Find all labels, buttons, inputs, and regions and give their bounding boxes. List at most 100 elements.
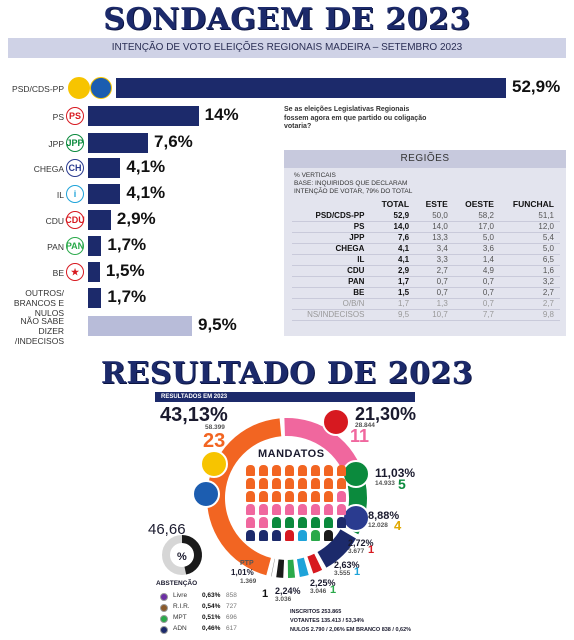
seat-person-icon <box>259 517 268 528</box>
poll-value-label: 14% <box>204 105 239 124</box>
table-row: PS 14,0 14,0 17,0 12,0 <box>292 221 560 233</box>
table-cell: 17,0 <box>453 221 500 233</box>
table-cell: 50,0 <box>415 210 454 222</box>
regions-note-2: BASE: INQUIRIDOS QUE DECLARAM <box>294 180 408 187</box>
poll-value-label: 2,9% <box>116 209 156 228</box>
poll-bar <box>88 210 111 230</box>
party-logo-icon: CDU <box>65 211 85 229</box>
party-logo-icon <box>160 626 168 634</box>
table-row: NS/INDECISOS 9,5 10,7 7,7 9,8 <box>292 309 560 321</box>
poll-label: IL <box>56 190 64 200</box>
ps-votes: 28.844 <box>355 422 375 429</box>
party-logo-icon <box>160 604 168 612</box>
table-cell: 4,1 <box>370 243 416 255</box>
votantes: VOTANTES 135.413 / 53,34% <box>290 618 365 624</box>
regions-table: TOTAL ESTE OESTE FUNCHAL PSD/CDS-PP 52,9 5… <box>292 198 560 321</box>
party-logo-icon: ★ <box>66 263 84 281</box>
table-cell: 0,7 <box>453 276 500 288</box>
col-total: TOTAL <box>381 199 410 209</box>
poll-bar <box>88 184 121 204</box>
table-cell: 3,2 <box>499 276 560 288</box>
seat-person-icon <box>259 530 268 541</box>
seat-person-icon <box>311 465 320 476</box>
table-cell: 58,2 <box>453 210 500 222</box>
seat-person-icon <box>246 491 255 502</box>
table-cell: 7,7 <box>453 309 500 321</box>
party-logo-icon: PAN <box>66 237 84 255</box>
table-cell: 4,9 <box>453 265 500 277</box>
table-cell-party: PAN <box>292 276 371 288</box>
donut-slice <box>270 558 275 577</box>
table-row: BE 1,5 0,7 0,7 2,7 <box>292 287 560 299</box>
mandatos-title: MANDATOS <box>258 448 325 460</box>
table-cell: 2,7 <box>499 287 560 299</box>
seat-person-icon <box>337 491 346 502</box>
seat-person-icon <box>311 478 320 489</box>
table-cell: 1,3 <box>415 298 454 310</box>
cdu-pct: 2,72% <box>348 538 374 548</box>
poll-label: PAN <box>47 242 64 252</box>
ps-pct: 21,30% <box>355 404 417 424</box>
seat-person-icon <box>272 530 281 541</box>
poll-bar <box>116 78 506 98</box>
seat-person-icon <box>298 465 307 476</box>
table-cell: 2,9 <box>370 265 416 277</box>
table-cell: 4,1 <box>370 254 416 266</box>
table-cell-party: CHEGA <box>292 243 371 255</box>
minor-party-pct: 0,46% <box>202 625 221 632</box>
seat-person-icon <box>285 491 294 502</box>
chega-votes: 12.028 <box>368 522 388 529</box>
seat-person-icon <box>285 530 294 541</box>
seat-person-icon <box>324 465 333 476</box>
jpp-seats: 5 <box>398 476 406 492</box>
poll-label: CHEGA <box>33 164 64 174</box>
seat-person-icon <box>324 504 333 515</box>
poll-question-note: Se as eleições Legislativas Regionais fo… <box>284 106 427 130</box>
il-seats: 1 <box>354 566 361 578</box>
poll-value-label: 52,9% <box>512 77 561 96</box>
party-logo-icon <box>160 615 168 623</box>
table-cell: 9,8 <box>499 309 560 321</box>
poll-bar <box>88 236 102 256</box>
poll-label: OUTROS/ BRANCOS E NULOS <box>13 288 64 318</box>
seat-person-icon <box>298 517 307 528</box>
table-cell: 5,0 <box>453 232 500 244</box>
party-logo-icon: CH <box>66 159 84 177</box>
minor-party-name: MPT <box>173 614 187 621</box>
donut-slice <box>276 559 285 578</box>
table-row: CDU 2,9 2,7 4,9 1,6 <box>292 265 560 277</box>
table-cell: 9,5 <box>370 309 416 321</box>
poll-subtitle: INTENÇÃO DE VOTO ELEIÇÕES REGIONAIS MADE… <box>8 38 566 58</box>
resultado-title: RESULTADO DE 2023 <box>100 356 474 391</box>
seat-person-icon <box>298 504 307 515</box>
poll-value-label: 7,6% <box>154 132 193 151</box>
poll-bar <box>88 316 192 336</box>
poll-label: NÃO SABE DIZER /INDECISOS <box>14 316 64 346</box>
col-oeste: OESTE <box>465 199 494 209</box>
party-logo-icon: i <box>66 185 84 203</box>
donut-slice <box>296 557 309 577</box>
poll-label: PS <box>52 112 64 122</box>
poll-label: CDU <box>45 216 64 226</box>
poll-value-label: 1,7% <box>107 235 147 254</box>
table-cell: 3,4 <box>415 243 454 255</box>
poll-label: PSD/CDS-PP <box>12 84 64 94</box>
seat-person-icon <box>285 465 294 476</box>
abstencao-ring-fill <box>181 535 202 575</box>
table-row: CHEGA 4,1 3,4 3,6 5,0 <box>292 243 560 255</box>
poll-bar <box>88 262 100 282</box>
minor-party-votes: 696 <box>226 614 237 621</box>
poll-label: BE <box>52 268 64 278</box>
minor-party-pct: 0,54% <box>202 603 221 610</box>
il-pct: 2,63% <box>334 560 360 570</box>
seat-person-icon <box>272 465 281 476</box>
party-logo-icon: JPP <box>66 134 84 152</box>
table-cell: 0,7 <box>453 298 500 310</box>
be-seats: 1 <box>262 588 269 600</box>
seat-person-icon <box>337 517 346 528</box>
table-cell: 12,0 <box>499 221 560 233</box>
seat-person-icon <box>272 478 281 489</box>
be-votes: 3.036 <box>275 596 292 603</box>
table-row: IL 4,1 3,3 1,4 6,5 <box>292 254 560 266</box>
